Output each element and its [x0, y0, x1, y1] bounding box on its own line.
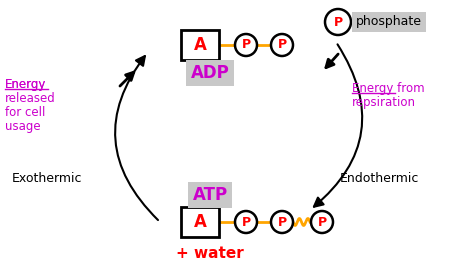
Text: released: released [5, 92, 56, 105]
Text: A: A [193, 213, 207, 231]
Text: repsiration: repsiration [352, 96, 416, 109]
Text: ADP: ADP [191, 64, 229, 82]
Text: P: P [241, 39, 251, 52]
Text: Endothermic: Endothermic [340, 172, 419, 184]
FancyBboxPatch shape [181, 30, 219, 60]
Text: P: P [277, 215, 287, 229]
Text: Energy: Energy [5, 78, 46, 91]
FancyArrowPatch shape [115, 56, 158, 220]
FancyArrowPatch shape [314, 44, 362, 207]
Circle shape [311, 211, 333, 233]
Text: for cell: for cell [5, 106, 46, 119]
Text: A: A [193, 36, 207, 54]
Text: ATP: ATP [192, 186, 228, 204]
Text: Exothermic: Exothermic [12, 172, 82, 184]
Circle shape [235, 211, 257, 233]
Circle shape [271, 211, 293, 233]
Text: + water: + water [176, 247, 244, 261]
Circle shape [325, 9, 351, 35]
Text: Energy from: Energy from [352, 82, 425, 95]
FancyBboxPatch shape [181, 207, 219, 237]
Text: usage: usage [5, 120, 41, 133]
Text: P: P [333, 16, 343, 28]
Text: Energy: Energy [5, 78, 46, 91]
Text: phosphate: phosphate [356, 16, 422, 28]
Circle shape [235, 34, 257, 56]
Text: P: P [318, 215, 327, 229]
Circle shape [271, 34, 293, 56]
Text: P: P [241, 215, 251, 229]
Text: P: P [277, 39, 287, 52]
